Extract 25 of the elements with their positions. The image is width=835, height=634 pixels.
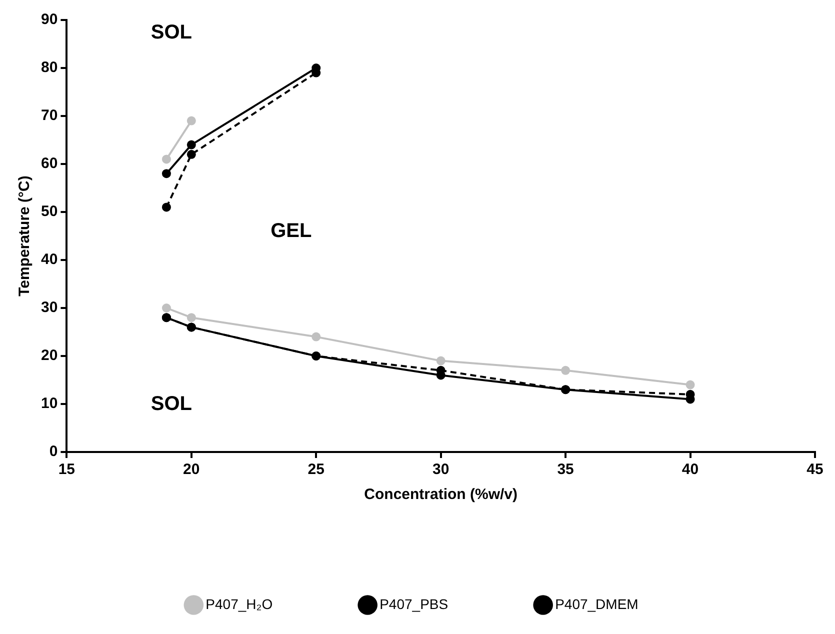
legend-label: P407_PBS bbox=[380, 596, 448, 612]
y-tick-label: 40 bbox=[40, 251, 58, 268]
y-tick-label: 50 bbox=[40, 203, 58, 220]
y-tick-label: 90 bbox=[40, 11, 58, 28]
x-tick-label: 30 bbox=[432, 461, 450, 478]
y-tick-label: 20 bbox=[40, 347, 58, 364]
y-tick-label: 80 bbox=[40, 59, 58, 76]
x-tick-label: 25 bbox=[308, 461, 324, 478]
annotation: GEL bbox=[270, 220, 312, 242]
legend-label: P407_DMEM bbox=[555, 596, 638, 612]
x-axis-title: Concentration (%w/v) bbox=[364, 486, 518, 504]
y-tick-label: 10 bbox=[40, 395, 58, 412]
y-tick-label: 30 bbox=[40, 299, 58, 316]
x-tick-label: 20 bbox=[183, 461, 200, 478]
y-axis-title: Temperature (°C) bbox=[16, 176, 34, 296]
y-tick-label: 60 bbox=[40, 155, 58, 172]
y-tick-label: 70 bbox=[40, 107, 58, 124]
y-tick-label: 0 bbox=[49, 443, 58, 460]
legend-label: P407_H₂O bbox=[206, 596, 273, 612]
x-tick-label: 35 bbox=[557, 461, 574, 478]
x-tick-label: 40 bbox=[682, 461, 699, 478]
annotation: SOL bbox=[150, 21, 192, 44]
x-tick-label: 45 bbox=[806, 461, 824, 478]
annotation: SOL bbox=[150, 392, 192, 415]
x-tick-label: 15 bbox=[58, 461, 76, 478]
